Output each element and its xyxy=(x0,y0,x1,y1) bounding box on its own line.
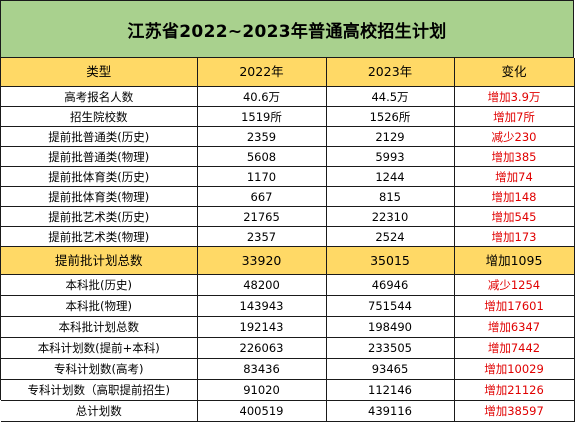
row-change: 增加21126 xyxy=(454,379,575,401)
row-change: 减少1254 xyxy=(454,274,575,296)
row-type: 提前批艺术类(物理) xyxy=(1,226,198,247)
row-change: 减少230 xyxy=(454,126,575,147)
row-type: 提前批体育类(历史) xyxy=(1,166,198,187)
row-2022: 2357 xyxy=(197,226,327,247)
row-2023: 93465 xyxy=(326,358,455,380)
row-change: 增加148 xyxy=(454,186,575,207)
row-2022: 1519所 xyxy=(197,106,327,127)
table-row: 本科批(历史) 48200 46946 减少1254 xyxy=(1,274,575,296)
row-2022: 33920 xyxy=(197,246,327,275)
table-row: 总计划数 400519 439116 增加38597 xyxy=(1,400,575,422)
row-2023: 198490 xyxy=(326,316,455,338)
table-row: 本科批(物理) 143943 751544 增加17601 xyxy=(1,295,575,317)
row-type: 提前批体育类(物理) xyxy=(1,186,198,207)
table-row: 高考报名人数 40.6万 44.5万 增加3.9万 xyxy=(1,86,575,107)
row-2022: 91020 xyxy=(197,379,327,401)
row-type: 本科批(历史) xyxy=(1,274,198,296)
header-change: 变化 xyxy=(454,58,575,87)
row-type: 提前批普通类(物理) xyxy=(1,146,198,167)
table-row: 本科批计划总数 192143 198490 增加6347 xyxy=(1,316,575,338)
table-row: 提前批普通类(历史) 2359 2129 减少230 xyxy=(1,126,575,147)
row-type: 专科计划数(高考) xyxy=(1,358,198,380)
row-2023: 439116 xyxy=(326,400,455,422)
row-type: 本科批计划总数 xyxy=(1,316,198,338)
row-type: 提前批艺术类(历史) xyxy=(1,206,198,227)
row-2022: 1170 xyxy=(197,166,327,187)
row-type: 高考报名人数 xyxy=(1,86,198,107)
row-change: 增加7442 xyxy=(454,337,575,359)
row-change: 增加1095 xyxy=(454,246,575,275)
row-type: 提前批普通类(历史) xyxy=(1,126,198,147)
row-type: 招生院校数 xyxy=(1,106,198,127)
row-2022: 2359 xyxy=(197,126,327,147)
table-row: 招生院校数 1519所 1526所 增加7所 xyxy=(1,106,575,127)
row-type: 提前批计划总数 xyxy=(1,246,198,275)
row-2022: 667 xyxy=(197,186,327,207)
table-row: 提前批艺术类(历史) 21765 22310 增加545 xyxy=(1,206,575,227)
row-type: 本科批(物理) xyxy=(1,295,198,317)
header-type: 类型 xyxy=(1,58,198,87)
row-2023: 2129 xyxy=(326,126,455,147)
row-change: 增加7所 xyxy=(454,106,575,127)
row-2023: 112146 xyxy=(326,379,455,401)
table-title: 江苏省2022~2023年普通高校招生计划 xyxy=(1,1,574,58)
table-row: 提前批普通类(物理) 5608 5993 增加385 xyxy=(1,146,575,167)
row-2023: 1526所 xyxy=(326,106,455,127)
row-2023: 35015 xyxy=(326,246,455,275)
header-2022: 2022年 xyxy=(197,58,327,87)
row-change: 增加10029 xyxy=(454,358,575,380)
row-change: 增加74 xyxy=(454,166,575,187)
row-change: 增加3.9万 xyxy=(454,86,575,107)
row-2023: 46946 xyxy=(326,274,455,296)
row-type: 总计划数 xyxy=(1,400,198,422)
row-2023: 1244 xyxy=(326,166,455,187)
row-2023: 22310 xyxy=(326,206,455,227)
table-row: 专科计划数（高职提前招生) 91020 112146 增加21126 xyxy=(1,379,575,401)
row-2023: 44.5万 xyxy=(326,86,455,107)
row-2023: 815 xyxy=(326,186,455,207)
row-type: 专科计划数（高职提前招生) xyxy=(1,379,198,401)
row-2022: 40.6万 xyxy=(197,86,327,107)
row-2022: 83436 xyxy=(197,358,327,380)
row-change: 增加6347 xyxy=(454,316,575,338)
row-change: 增加17601 xyxy=(454,295,575,317)
row-2023: 2524 xyxy=(326,226,455,247)
table-row: 提前批艺术类(物理) 2357 2524 增加173 xyxy=(1,226,575,247)
header-row: 类型 2022年 2023年 变化 xyxy=(1,58,575,87)
row-2022: 5608 xyxy=(197,146,327,167)
row-2022: 21765 xyxy=(197,206,327,227)
row-2022: 400519 xyxy=(197,400,327,422)
row-2023: 233505 xyxy=(326,337,455,359)
header-2023: 2023年 xyxy=(326,58,455,87)
row-2022: 143943 xyxy=(197,295,327,317)
row-type: 本科计划数(提前+本科) xyxy=(1,337,198,359)
summary-row: 提前批计划总数 33920 35015 增加1095 xyxy=(1,246,575,275)
row-2023: 751544 xyxy=(326,295,455,317)
row-change: 增加173 xyxy=(454,226,575,247)
row-change: 增加38597 xyxy=(454,400,575,422)
table-row: 本科计划数(提前+本科) 226063 233505 增加7442 xyxy=(1,337,575,359)
row-change: 增加545 xyxy=(454,206,575,227)
row-2022: 48200 xyxy=(197,274,327,296)
row-2023: 5993 xyxy=(326,146,455,167)
row-2022: 226063 xyxy=(197,337,327,359)
row-2022: 192143 xyxy=(197,316,327,338)
table-row: 提前批体育类(历史) 1170 1244 增加74 xyxy=(1,166,575,187)
table-row: 专科计划数(高考) 83436 93465 增加10029 xyxy=(1,358,575,380)
table-row: 提前批体育类(物理) 667 815 增加148 xyxy=(1,186,575,207)
row-change: 增加385 xyxy=(454,146,575,167)
enrollment-plan-table: 类型 2022年 2023年 变化 高考报名人数 40.6万 44.5万 增加3.9万… xyxy=(1,58,575,422)
